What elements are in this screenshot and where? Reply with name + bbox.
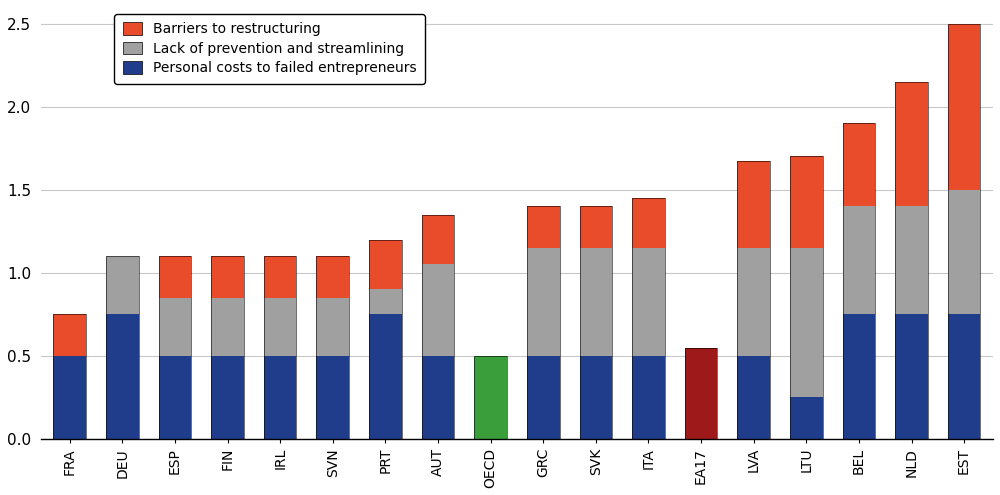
Bar bbox=[527, 206, 560, 439]
Bar bbox=[948, 314, 980, 439]
Bar bbox=[53, 356, 86, 439]
Bar bbox=[159, 256, 191, 297]
Bar bbox=[632, 198, 665, 439]
Bar bbox=[422, 264, 454, 356]
Bar bbox=[369, 240, 402, 439]
Bar bbox=[316, 256, 349, 439]
Bar bbox=[580, 248, 612, 356]
Bar bbox=[369, 240, 402, 290]
Bar bbox=[843, 123, 875, 206]
Bar bbox=[316, 256, 349, 297]
Bar bbox=[790, 397, 823, 439]
Bar bbox=[632, 356, 665, 439]
Bar bbox=[369, 290, 402, 314]
Bar bbox=[895, 82, 928, 206]
Bar bbox=[895, 82, 928, 439]
Bar bbox=[685, 347, 717, 439]
Bar bbox=[527, 206, 560, 248]
Bar bbox=[685, 347, 717, 439]
Bar bbox=[632, 198, 665, 248]
Bar bbox=[895, 314, 928, 439]
Bar bbox=[53, 314, 86, 439]
Bar bbox=[53, 314, 86, 356]
Bar bbox=[211, 256, 244, 439]
Bar bbox=[843, 314, 875, 439]
Bar bbox=[474, 356, 507, 439]
Bar bbox=[527, 356, 560, 439]
Bar bbox=[106, 314, 139, 439]
Bar bbox=[580, 206, 612, 248]
Bar bbox=[790, 156, 823, 248]
Bar bbox=[895, 206, 928, 314]
Bar bbox=[948, 24, 980, 190]
Bar bbox=[737, 248, 770, 356]
Bar bbox=[106, 256, 139, 314]
Bar bbox=[843, 123, 875, 439]
Bar bbox=[316, 297, 349, 356]
Bar bbox=[737, 161, 770, 439]
Bar bbox=[843, 206, 875, 314]
Bar bbox=[632, 248, 665, 356]
Bar bbox=[422, 215, 454, 264]
Bar bbox=[580, 206, 612, 439]
Bar bbox=[264, 256, 296, 439]
Bar bbox=[106, 256, 139, 439]
Bar bbox=[422, 356, 454, 439]
Bar bbox=[264, 356, 296, 439]
Bar bbox=[948, 190, 980, 314]
Bar bbox=[422, 215, 454, 439]
Bar bbox=[527, 248, 560, 356]
Bar bbox=[790, 248, 823, 397]
Bar bbox=[737, 356, 770, 439]
Bar bbox=[580, 356, 612, 439]
Bar bbox=[474, 356, 507, 439]
Bar bbox=[211, 356, 244, 439]
Bar bbox=[316, 356, 349, 439]
Bar bbox=[159, 256, 191, 439]
Legend: Barriers to restructuring, Lack of prevention and streamlining, Personal costs t: Barriers to restructuring, Lack of preve… bbox=[114, 14, 425, 84]
Bar bbox=[211, 297, 244, 356]
Bar bbox=[737, 161, 770, 248]
Bar bbox=[159, 356, 191, 439]
Bar bbox=[790, 156, 823, 439]
Bar bbox=[264, 297, 296, 356]
Bar bbox=[211, 256, 244, 297]
Bar bbox=[948, 24, 980, 439]
Bar bbox=[264, 256, 296, 297]
Bar bbox=[369, 314, 402, 439]
Bar bbox=[159, 297, 191, 356]
